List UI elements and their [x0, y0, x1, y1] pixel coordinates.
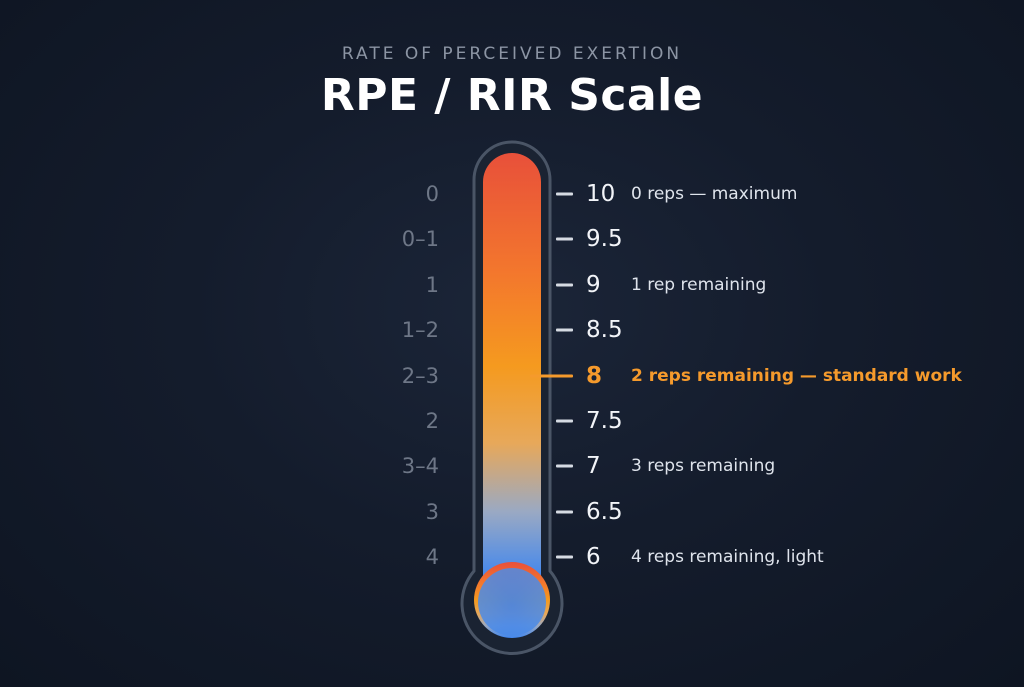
rpe-value: 6 — [586, 544, 601, 571]
rir-label: 1 — [425, 272, 439, 297]
thermometer-fill — [483, 153, 541, 580]
page-subtitle: RATE OF PERCEIVED EXERTION — [341, 44, 683, 64]
scale-tick — [556, 283, 573, 287]
scale-tick — [556, 192, 573, 196]
rir-label: 2 — [425, 409, 439, 433]
rir-label: 0–1 — [401, 227, 439, 252]
scale-tick — [556, 510, 573, 514]
rpe-description: 2 reps remaining — standard work — [631, 365, 962, 386]
rir-label: 0 — [425, 182, 439, 206]
rpe-value: 9 — [586, 271, 601, 298]
rir-label: 1–2 — [401, 318, 439, 343]
rir-label: 4 — [425, 545, 439, 570]
rpe-value: 10 — [586, 181, 616, 207]
scale-tick — [556, 464, 573, 468]
current-level-marker — [530, 374, 573, 378]
rpe-value: 8 — [586, 362, 603, 389]
scale-tick — [556, 237, 573, 241]
page-title: RPE / RIR Scale — [320, 70, 704, 121]
rpe-value: 6.5 — [586, 498, 623, 525]
rir-label: 3 — [425, 499, 439, 524]
rir-label: 3–4 — [401, 454, 439, 479]
scale-tick — [556, 555, 573, 559]
rpe-value: 7.5 — [586, 408, 623, 434]
rpe-description: 1 rep remaining — [631, 274, 767, 295]
rpe-value: 8.5 — [586, 317, 623, 344]
scale-tick — [556, 419, 573, 423]
rir-label: 2–3 — [401, 363, 439, 388]
scale-tick — [556, 328, 573, 332]
rpe-description: 4 reps remaining, light — [631, 547, 824, 568]
rpe-description: 3 reps remaining — [631, 456, 776, 477]
rpe-description: 0 reps — maximum — [631, 184, 798, 204]
rpe-value: 9.5 — [586, 226, 623, 253]
rpe-value: 7 — [586, 453, 601, 480]
